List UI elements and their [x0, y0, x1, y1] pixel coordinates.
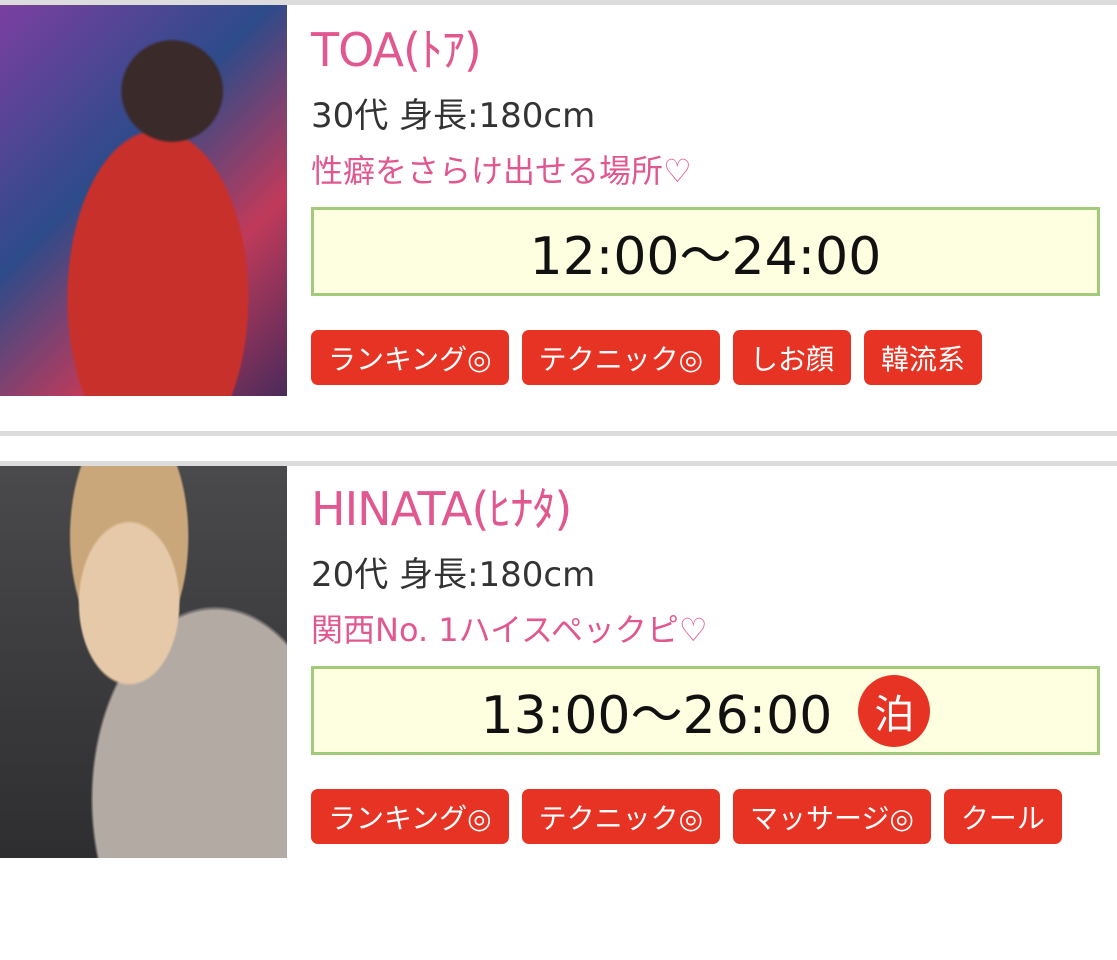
cast-catchphrase: 関西No. 1ハイスペックピ♡	[311, 611, 708, 649]
cast-name[interactable]: TOA(ﾄｱ)	[311, 23, 482, 77]
tag: クール	[943, 789, 1062, 844]
cast-meta: 30代 身長:180cm	[311, 96, 596, 136]
cast-card[interactable]: TOA(ﾄｱ) 30代 身長:180cm 性癖をさらけ出せる場所♡ 12:00〜…	[0, 5, 1117, 396]
tag: テクニック◎	[521, 789, 721, 844]
tag-list: ランキング◎ テクニック◎ マッサージ◎ クール	[311, 789, 1100, 844]
tag-list: ランキング◎ テクニック◎ しお顔 韓流系	[311, 330, 1100, 385]
tag: ランキング◎	[311, 330, 509, 385]
schedule-box: 13:00〜26:00 泊	[311, 666, 1100, 755]
divider	[0, 0, 1117, 5]
tag: しお顔	[733, 330, 852, 385]
tag: ランキング◎	[311, 789, 509, 844]
tag: 韓流系	[864, 330, 983, 385]
schedule-time: 12:00〜24:00	[529, 227, 882, 287]
tag: マッサージ◎	[733, 789, 931, 844]
schedule-time: 13:00〜26:00	[480, 686, 833, 746]
schedule-box: 12:00〜24:00	[311, 207, 1100, 296]
cast-photo[interactable]	[0, 466, 287, 858]
tag: テクニック◎	[521, 330, 721, 385]
divider	[0, 431, 1117, 436]
cast-catchphrase: 性癖をさらけ出せる場所♡	[311, 152, 692, 190]
cast-meta: 20代 身長:180cm	[311, 555, 596, 595]
divider	[0, 461, 1117, 466]
cast-card[interactable]: HINATA(ﾋﾅﾀ) 20代 身長:180cm 関西No. 1ハイスペックピ♡…	[0, 466, 1117, 858]
cast-name[interactable]: HINATA(ﾋﾅﾀ)	[311, 482, 572, 536]
overnight-badge: 泊	[858, 674, 931, 747]
cast-photo[interactable]	[0, 5, 287, 396]
